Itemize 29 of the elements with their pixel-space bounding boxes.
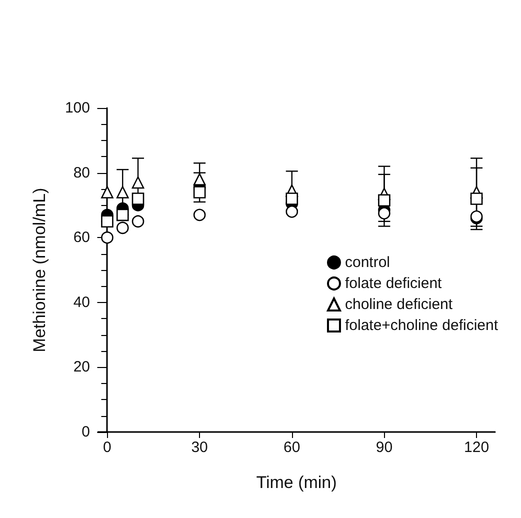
point xyxy=(132,192,144,205)
point xyxy=(116,208,129,222)
y-tick-label: 80 xyxy=(73,164,90,182)
legend-label: choline deficient xyxy=(344,296,454,313)
point xyxy=(193,186,206,198)
x-tick-label: 60 xyxy=(284,439,300,456)
point xyxy=(286,192,298,205)
point xyxy=(193,173,206,186)
point xyxy=(132,176,144,189)
y-tick-label: 0 xyxy=(82,424,90,440)
y-tick-label: 40 xyxy=(73,294,90,311)
point xyxy=(470,192,483,205)
y-tick-label: 100 xyxy=(64,100,90,116)
point xyxy=(378,194,390,206)
x-axis-title: Time (min) xyxy=(256,473,337,492)
point xyxy=(286,206,298,218)
legend-label: folate deficient xyxy=(344,275,443,292)
x-tick-label: 120 xyxy=(464,439,490,456)
y-tick-label: 60 xyxy=(73,229,90,246)
legend-label: folate+choline deficient xyxy=(344,317,499,334)
x-tick-label: 0 xyxy=(103,439,112,456)
y-tick-label: 20 xyxy=(73,358,90,376)
y-axis-title: Methionine (nmol/mL) xyxy=(30,188,49,352)
x-tick-label: 30 xyxy=(191,439,208,456)
point xyxy=(378,207,390,220)
point xyxy=(101,231,114,244)
legend-label: control xyxy=(344,254,390,271)
point xyxy=(101,215,114,228)
x-tick-label: 90 xyxy=(376,439,393,456)
